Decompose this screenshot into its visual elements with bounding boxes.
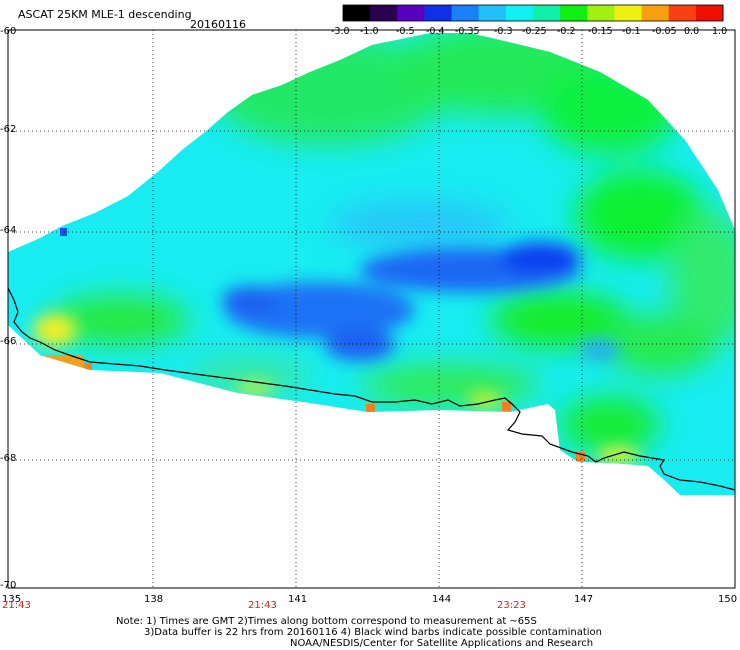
lon-label: 138	[144, 594, 164, 605]
colorbar-tick: -0.25	[522, 26, 547, 37]
lon-label: 147	[574, 594, 594, 605]
colorbar-tick: -0.35	[455, 26, 480, 37]
colorbar-segment	[587, 5, 615, 21]
footnote-line-3: NOAA/NESDIS/Center for Satellite Applica…	[290, 638, 594, 649]
colorbar-tick: -3.0	[331, 26, 350, 37]
colorbar-segment	[424, 5, 453, 21]
colorbar-tick: -0.05	[652, 26, 677, 37]
colorbar-tick: -0.4	[426, 26, 445, 37]
lon-label: 144	[432, 594, 452, 605]
map-date: 20160116	[190, 18, 246, 31]
colorbar-segment	[641, 5, 670, 21]
colorbar-segment	[533, 5, 561, 21]
colorbar-segment	[451, 5, 480, 21]
colorbar-segment	[695, 5, 724, 21]
time-label: 21:43	[248, 600, 277, 611]
lat-label: -68	[0, 453, 17, 464]
colorbar-segment	[397, 5, 425, 21]
lat-label: -62	[0, 124, 17, 135]
footnote-line-1: Note: 1) Times are GMT 2)Times along bot…	[116, 616, 537, 627]
time-label: 21:43	[2, 600, 31, 611]
swath-field	[8, 33, 735, 495]
lat-label: -60	[0, 26, 17, 37]
colorbar-tick: -0.5	[396, 26, 415, 37]
colorbar-tick: -0.2	[557, 26, 576, 37]
colorbar	[342, 4, 724, 22]
footnote-line-2: 3)Data buffer is 22 hrs from 20160116 4)…	[144, 627, 602, 638]
lat-label: -66	[0, 336, 17, 347]
colorbar-tick: -0.1	[622, 26, 641, 37]
lat-label: -64	[0, 225, 17, 236]
colorbar-segment	[505, 5, 534, 21]
colorbar-tick: -0.15	[588, 26, 613, 37]
colorbar-segment	[343, 5, 371, 21]
map-frame	[7, 29, 736, 589]
colorbar-segment	[614, 5, 643, 21]
colorbar-segment	[560, 5, 588, 21]
lon-label: 141	[288, 594, 308, 605]
colorbar-tick: -1.0	[360, 26, 379, 37]
coastline	[7, 287, 736, 491]
colorbar-segment	[668, 5, 697, 21]
colorbar-segment	[370, 5, 398, 21]
colorbar-border	[342, 4, 724, 22]
graticule	[8, 30, 735, 588]
lon-label: 150	[718, 594, 738, 605]
colorbar-segment	[478, 5, 507, 21]
colorbar-tick: 0.0	[684, 26, 700, 37]
lon-label: 135	[2, 594, 22, 605]
map-title: ASCAT 25KM MLE-1 descending	[18, 8, 192, 21]
colorbar-tick: -0.3	[494, 26, 513, 37]
lat-label: -70	[0, 580, 17, 591]
colorbar-tick: 1.0	[712, 26, 728, 37]
time-label: 23:23	[497, 600, 526, 611]
